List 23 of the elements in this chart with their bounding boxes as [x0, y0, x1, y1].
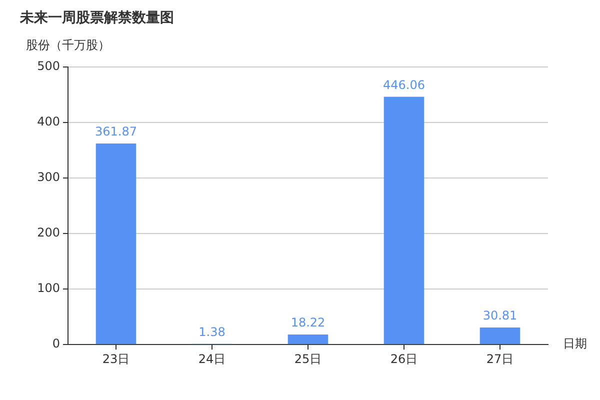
bar	[96, 144, 136, 344]
data-label: 361.87	[95, 124, 137, 139]
x-tick-label: 23日	[102, 352, 130, 366]
y-tick-label: 0	[52, 336, 60, 351]
bar	[384, 96, 424, 344]
x-tick-label: 25日	[294, 352, 322, 366]
data-label: 30.81	[482, 308, 518, 323]
y-axis-title: 股份（千万股）	[26, 38, 110, 52]
chart-title: 未来一周股票解禁数量图	[19, 10, 174, 26]
bar	[288, 334, 328, 344]
y-tick-label: 300	[37, 170, 60, 184]
y-tick-label: 400	[37, 114, 60, 128]
data-label: 18.22	[290, 316, 326, 330]
y-tick-label: 500	[37, 58, 60, 73]
data-label: 446.06	[383, 78, 425, 92]
y-tick-label: 200	[37, 226, 60, 240]
x-axis-title: 日期	[563, 336, 587, 351]
y-tick-label: 100	[37, 281, 60, 296]
x-tick-label: 27日	[486, 352, 514, 366]
x-tick-label: 26日	[390, 352, 418, 366]
bar	[480, 327, 520, 344]
data-label: 1.38	[198, 324, 226, 339]
x-tick-label: 24日	[198, 352, 226, 366]
